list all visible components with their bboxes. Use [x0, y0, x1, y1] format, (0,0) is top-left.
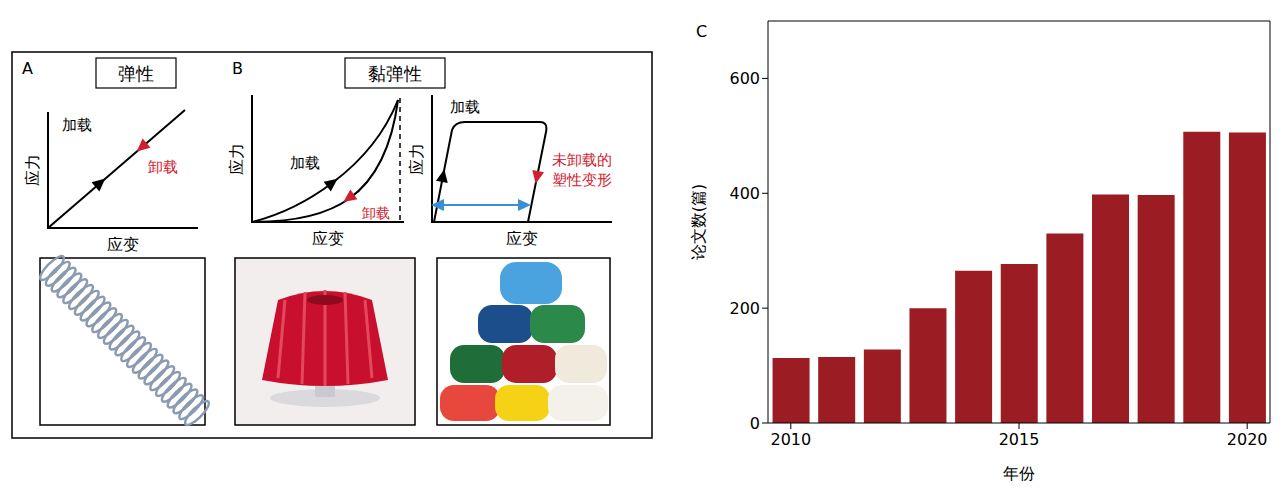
- svg-text:加载: 加载: [62, 116, 92, 134]
- svg-text:应变: 应变: [506, 229, 538, 248]
- svg-text:论文数(篇): 论文数(篇): [689, 184, 708, 260]
- svg-text:400: 400: [729, 184, 760, 203]
- svg-text:2020: 2020: [1227, 430, 1268, 449]
- svg-text:加载: 加载: [450, 98, 480, 116]
- svg-text:0: 0: [750, 414, 760, 433]
- html-text:C: C: [696, 22, 708, 41]
- svg-text:卸载: 卸载: [148, 158, 178, 176]
- svg-text:B: B: [232, 59, 243, 78]
- svg-text:600: 600: [729, 69, 760, 88]
- svg-text:弹性: 弹性: [118, 63, 154, 84]
- svg-text:2015: 2015: [999, 430, 1040, 449]
- svg-text:应力: 应力: [227, 143, 246, 175]
- svg-text:2010: 2010: [770, 430, 811, 449]
- svg-text:黏弹性: 黏弹性: [368, 63, 422, 84]
- svg-text:卸载: 卸载: [362, 205, 390, 221]
- svg-text:A: A: [22, 59, 33, 78]
- svg-text:应力: 应力: [23, 154, 42, 186]
- svg-text:年份: 年份: [1003, 464, 1035, 483]
- svg-text:塑性变形: 塑性变形: [552, 171, 612, 189]
- svg-text:应变: 应变: [312, 229, 344, 248]
- svg-text:加载: 加载: [290, 154, 320, 172]
- svg-text:未卸载的: 未卸载的: [552, 151, 612, 169]
- svg-text:200: 200: [729, 299, 760, 318]
- svg-text:应变: 应变: [107, 235, 139, 254]
- svg-text:应力: 应力: [407, 143, 426, 175]
